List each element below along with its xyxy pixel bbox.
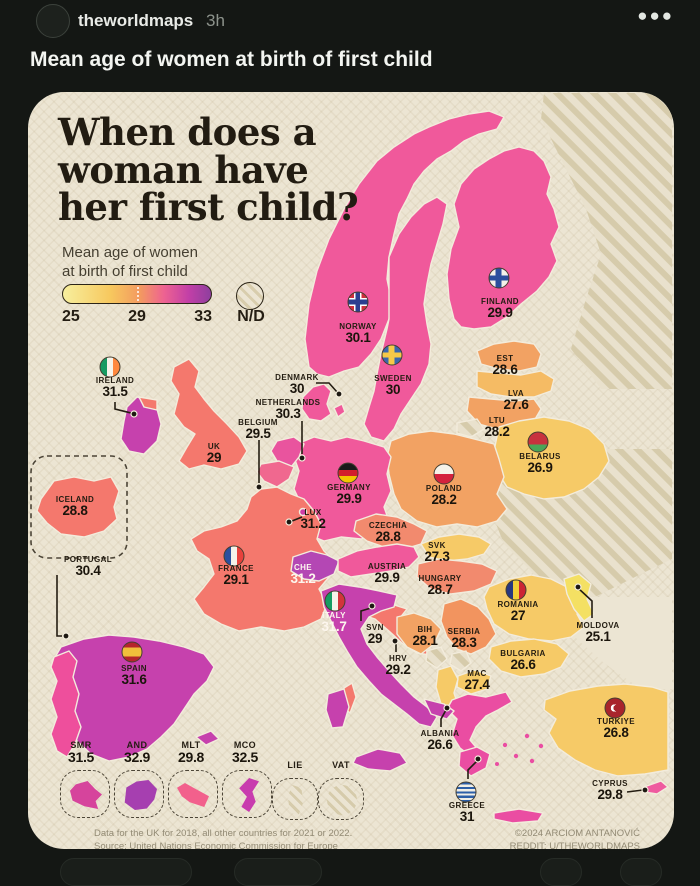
country-shape-kosovo-nd [449,650,472,672]
country-shape-balearics [195,730,220,746]
spain-flag-icon [121,641,143,663]
country-shape-hungary [416,558,498,595]
credit-line: ©2024 ARCIOM ANTANOVIĆ REDDIT: U/THEWORL… [509,828,640,849]
country-shape-netherlands [270,436,305,468]
sweden-flag-icon [381,344,403,366]
callout-lines [56,382,644,793]
microstate-smr: SMR 31.5 [67,740,95,765]
legend-subtitle: Mean age of women at birth of first chil… [62,244,198,280]
aegean-islands [495,733,544,766]
country-shape-belgium [256,460,295,488]
iceland-inset-frame [30,455,128,559]
belarus-flag-icon [527,431,549,453]
country-shape-bulgaria [488,638,570,678]
microstate-smr-box [60,770,110,818]
post-header: theworldmaps 3h ●●● [0,0,700,44]
country-shape-denmark [301,383,332,422]
action-button-partial-1[interactable] [60,858,192,886]
poland-flag-icon [433,463,455,485]
post-timestamp: 3h [206,11,225,30]
country-shape-turkiye [543,683,669,777]
microstate-mco: MCO 32.5 [231,740,259,765]
country-shape-latvia [476,370,555,398]
country-shape-greece [446,691,513,758]
country-shape-montenegro-nd [425,646,448,669]
callout-dots [62,390,649,794]
country-shape-slovakia [420,533,492,562]
legend-ticks: 25 29 33 [62,308,212,325]
username[interactable]: theworldmaps [78,11,194,30]
microstate-and-box [114,770,164,818]
country-shape-macedonia [456,669,492,695]
no-data-swatch [236,282,264,310]
no-data-label: N/D [237,308,265,325]
country-shape-northern-ireland [138,396,158,411]
ireland-flag-icon [99,356,121,378]
norway-flag-icon [347,291,369,313]
country-shape-bih [396,612,442,655]
action-button-partial-3[interactable] [540,858,582,886]
country-shape-sweden [363,196,448,442]
microstate-vat-box [318,778,364,820]
legend-gradient-bar [62,284,212,304]
country-shape-italy-heel [423,698,455,720]
country-shape-finland [446,146,560,330]
italy-flag-icon [324,590,346,612]
country-shape-italy [320,583,438,728]
country-shape-portugal [50,650,82,758]
country-shape-moldova [563,573,595,622]
country-shape-iceland [36,476,120,538]
finland-flag-icon [488,267,510,289]
country-shape-switzerland [290,550,340,582]
country-shape-uk [170,358,248,470]
country-shape-denmark-island [333,403,346,418]
post-title: Mean age of women at birth of first chil… [30,48,433,71]
country-shape-luxembourg [298,507,308,517]
infographic-title: When does a woman have her first child? [58,110,359,230]
country-shape-sicily [352,748,408,772]
microstate-mlt-box [168,770,218,818]
country-shape-estonia [476,340,542,372]
more-options-icon[interactable]: ●●● [637,6,674,25]
microstate-vat: VAT [332,760,350,770]
microstate-lie: LIE [287,760,303,770]
data-footnote: Data for the UK for 2018, all other coun… [94,828,353,849]
romania-flag-icon [505,579,527,601]
country-shape-crete [493,808,544,824]
avatar[interactable] [36,4,70,38]
country-shape-serbia [440,598,497,655]
map-infographic-card: When does a woman have her first child? … [28,92,674,849]
microstate-lie-box [272,778,318,820]
country-shape-russia-nd [541,93,672,389]
turkiye-flag-icon [604,697,626,719]
microstate-and: AND 32.9 [123,740,151,765]
microstate-mlt: MLT 29.8 [177,740,205,765]
action-button-partial-4[interactable] [620,858,662,886]
france-flag-icon [223,545,245,567]
greece-flag-icon [455,781,477,803]
microstate-mco-box [222,770,272,818]
country-shape-kaliningrad-nd [456,418,485,438]
country-shape-austria [337,543,420,578]
country-shape-france [190,486,335,632]
germany-flag-icon [337,462,359,484]
action-button-partial-2[interactable] [234,858,322,886]
country-shape-peloponnese [458,746,491,777]
country-shape-sardinia [325,688,350,729]
